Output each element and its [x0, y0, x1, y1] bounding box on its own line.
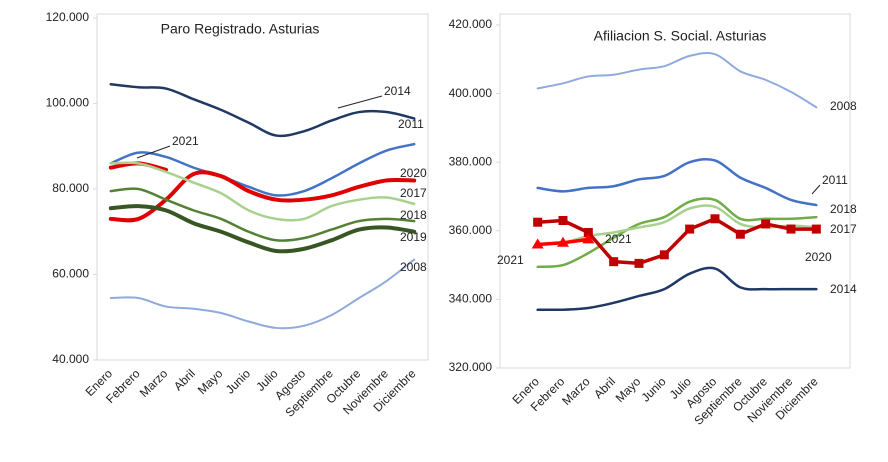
marker: [557, 236, 569, 247]
y-tick-label: 360.000: [449, 223, 493, 237]
series-line: [536, 197, 818, 269]
series-label: 2019: [400, 230, 427, 244]
series-label: 2011: [822, 173, 848, 187]
y-tick-label: 380.000: [449, 154, 493, 168]
label-leader: [136, 145, 171, 159]
y-tick-label: 100.000: [46, 96, 90, 110]
x-tick-label: Junio: [223, 366, 253, 396]
marker: [582, 233, 595, 244]
series-line: [109, 187, 416, 242]
plot-frame: [96, 13, 429, 361]
plot-frame: [499, 13, 851, 369]
marker: [710, 214, 720, 224]
chart-title: Afiliacion S. Social. Asturias: [594, 28, 767, 44]
x-tick-label: Mayo: [613, 374, 644, 405]
series-label: 2018: [400, 208, 427, 222]
series-label: 2018: [830, 202, 857, 216]
y-tick-label: 60.000: [52, 267, 89, 281]
series-label: 2008: [400, 260, 427, 274]
y-tick-label: 400.000: [449, 86, 493, 100]
y-tick-label: 120.000: [46, 10, 90, 24]
series-label: 2014: [384, 84, 411, 98]
series-label: 2021: [172, 134, 199, 148]
marker: [533, 217, 543, 227]
series-line: [536, 266, 818, 312]
y-tick-label: 320.000: [449, 360, 493, 374]
marker: [609, 257, 619, 267]
marker: [685, 224, 695, 234]
marker: [558, 216, 568, 226]
series-line: [109, 83, 416, 138]
series-label: 2021: [605, 232, 632, 246]
marker: [583, 228, 593, 238]
series-line: [536, 157, 818, 207]
y-tick-label: 80.000: [52, 181, 89, 195]
series-label: 2020: [400, 166, 427, 180]
series-line: [109, 258, 416, 330]
x-tick-label: Marzo: [137, 366, 171, 400]
series-line: [109, 142, 416, 197]
series-label: 2021: [497, 253, 524, 267]
marker: [811, 224, 821, 234]
series-label: 2011: [398, 117, 424, 131]
x-tick-label: Mayo: [195, 366, 226, 397]
y-tick-label: 40.000: [52, 352, 89, 366]
chart-title: Paro Registrado. Asturias: [161, 21, 320, 37]
x-tick-label: Marzo: [559, 374, 593, 408]
y-tick-label: 420.000: [449, 17, 493, 31]
marker: [659, 250, 669, 260]
marker: [761, 219, 771, 229]
series-line: [108, 170, 417, 223]
x-tick-label: Junio: [639, 374, 669, 404]
label-leader: [337, 95, 383, 109]
series-label: 2017: [830, 222, 857, 236]
label-leader: [811, 184, 821, 195]
series-line: [108, 204, 417, 254]
series-line: [109, 161, 416, 222]
marker: [735, 229, 745, 239]
series-line: [536, 52, 818, 109]
series-label: 2014: [830, 282, 857, 296]
x-tick-label: Abril: [171, 366, 198, 393]
series-label: 2008: [830, 99, 857, 113]
marker: [634, 258, 644, 268]
y-tick-label: 340.000: [449, 292, 493, 306]
marker: [786, 224, 796, 234]
series-label: 2020: [805, 250, 832, 264]
marker: [531, 238, 544, 249]
series-label: 2017: [400, 186, 427, 200]
